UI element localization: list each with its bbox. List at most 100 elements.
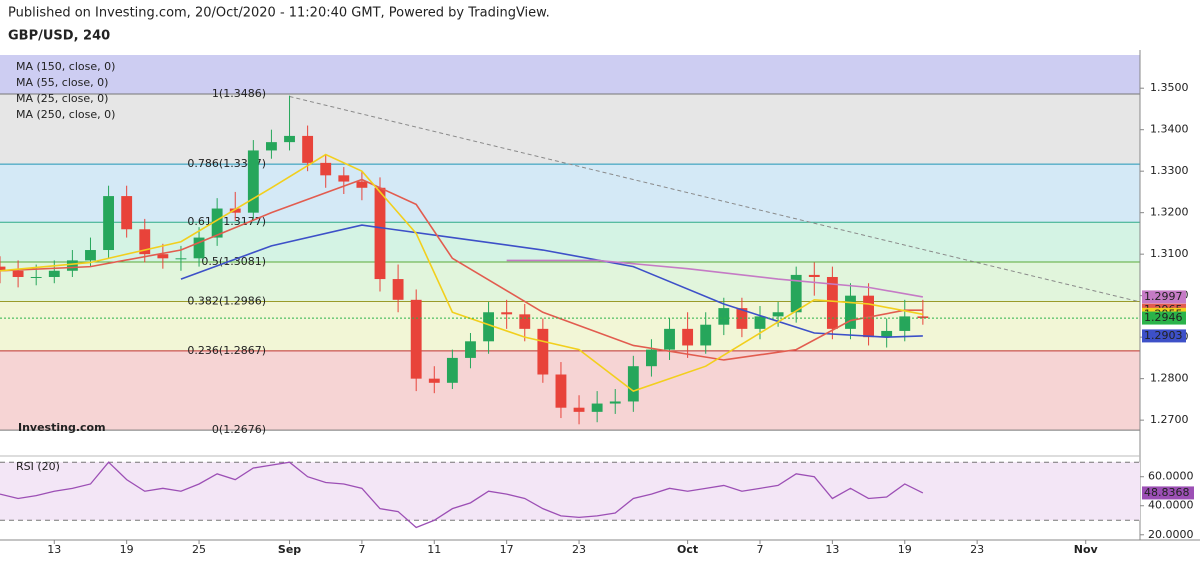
ma-line xyxy=(506,259,923,298)
candle-body xyxy=(320,162,332,176)
candle-body xyxy=(211,208,223,238)
x-tick-label: 23 xyxy=(970,543,984,556)
x-tick-label: Nov xyxy=(1074,543,1099,556)
legend-entry: MA (25, close, 0) xyxy=(16,92,108,105)
fib-band xyxy=(0,301,1140,351)
y-tick-label: 60.0000 xyxy=(1148,470,1194,483)
candle-body xyxy=(483,312,494,342)
price-tag xyxy=(1142,290,1186,304)
candle-body xyxy=(428,378,440,383)
candle-body xyxy=(247,150,259,213)
candle-body xyxy=(374,187,386,280)
candle-body xyxy=(573,407,585,412)
candle-body xyxy=(591,403,603,412)
x-tick-label: 13 xyxy=(825,543,839,556)
ma-line xyxy=(0,153,924,392)
candle-body xyxy=(664,328,675,350)
candle-body xyxy=(465,341,476,358)
price-tag-label: 1.2903 xyxy=(1144,329,1183,342)
legend-entry: MA (150, close, 0) xyxy=(16,60,115,73)
candle-body xyxy=(0,266,6,271)
y-tick-label: 1.3400 xyxy=(1150,123,1189,136)
candle-body xyxy=(66,260,78,271)
legend-entry: MA (55, close, 0) xyxy=(16,76,108,89)
x-tick-label: 11 xyxy=(427,543,441,556)
fib-band xyxy=(0,55,1140,95)
candle-body xyxy=(646,349,657,367)
watermark: Investing.com xyxy=(18,421,106,434)
candle-body xyxy=(555,374,567,408)
price-tag-label: 48.8368 xyxy=(1144,486,1190,499)
y-tick-label: 1.3100 xyxy=(1150,247,1189,260)
y-tick-label: 1.3300 xyxy=(1150,164,1189,177)
legend-entry: MA (250, close, 0) xyxy=(16,108,115,121)
y-tick-label: 1.3500 xyxy=(1150,81,1189,94)
candle-body xyxy=(519,314,531,329)
fib-label: 0.382(1.2986) xyxy=(187,294,266,307)
candle-body xyxy=(392,279,404,300)
candle-body xyxy=(85,250,96,261)
fib-band xyxy=(0,222,1140,263)
subtitle: Published on Investing.com, 20/Oct/2020 … xyxy=(8,6,550,21)
fib-band xyxy=(0,164,1140,223)
candle-body xyxy=(30,276,42,278)
candle-body xyxy=(410,299,422,379)
x-tick-label: Sep xyxy=(278,543,301,556)
candle-body xyxy=(845,295,856,329)
candle-body xyxy=(157,254,169,259)
candle-body xyxy=(302,135,314,163)
fib-label: 0.5(1.3081) xyxy=(201,255,266,268)
candle-body xyxy=(772,312,784,317)
rsi-title: RSI (20) xyxy=(16,460,60,473)
x-tick-label: 17 xyxy=(500,543,514,556)
candle-body xyxy=(808,274,820,277)
fib-label: 0(1.2676) xyxy=(212,423,266,436)
ma-line xyxy=(180,224,923,338)
x-tick-label: 25 xyxy=(192,543,206,556)
x-tick-label: 7 xyxy=(358,543,365,556)
candle-body xyxy=(501,312,513,315)
candle-body xyxy=(338,175,350,182)
fib-label: 0.618(1.3177) xyxy=(187,215,266,228)
candle-body xyxy=(446,357,458,383)
price-tag-label: 1.2997 xyxy=(1144,290,1183,303)
candle-body xyxy=(790,274,802,313)
candle-body xyxy=(826,276,838,329)
x-tick-label: Oct xyxy=(677,543,698,556)
y-tick-label: 1.2800 xyxy=(1150,372,1189,385)
candle-body xyxy=(537,328,549,375)
y-tick-label: 1.3200 xyxy=(1150,206,1189,219)
y-tick-label: 40.0000 xyxy=(1148,499,1194,512)
fib-label: 0.786(1.3317) xyxy=(187,157,266,170)
candle-body xyxy=(229,208,241,213)
price-tag xyxy=(1142,311,1186,325)
x-tick-label: 13 xyxy=(47,543,61,556)
candle-body xyxy=(700,324,712,346)
candle-body xyxy=(899,316,911,331)
candle-body xyxy=(609,401,621,404)
fib-label: 0.236(1.2867) xyxy=(187,344,266,357)
y-tick-label: 20.0000 xyxy=(1148,528,1194,541)
candle-body xyxy=(121,196,133,230)
x-tick-label: 23 xyxy=(572,543,586,556)
candle-body xyxy=(48,270,60,277)
x-tick-label: 19 xyxy=(120,543,134,556)
fib-band xyxy=(0,262,1140,302)
y-tick-label: 1.2700 xyxy=(1150,413,1189,426)
candle-body xyxy=(627,366,639,402)
title: GBP/USD, 240 xyxy=(8,29,110,44)
candle-body xyxy=(754,316,766,329)
rsi-band xyxy=(0,462,1140,521)
candle-body xyxy=(881,330,893,338)
candle-body xyxy=(266,142,277,151)
price-tag xyxy=(1142,486,1194,500)
price-tag-label: 1.2946 xyxy=(1144,311,1183,324)
candle-body xyxy=(356,181,368,188)
fib-band xyxy=(0,94,1140,165)
trendline xyxy=(289,96,1141,303)
candle-body xyxy=(103,196,114,251)
candle-body xyxy=(682,328,694,346)
candle-body xyxy=(12,270,24,277)
candle-body xyxy=(175,258,187,260)
